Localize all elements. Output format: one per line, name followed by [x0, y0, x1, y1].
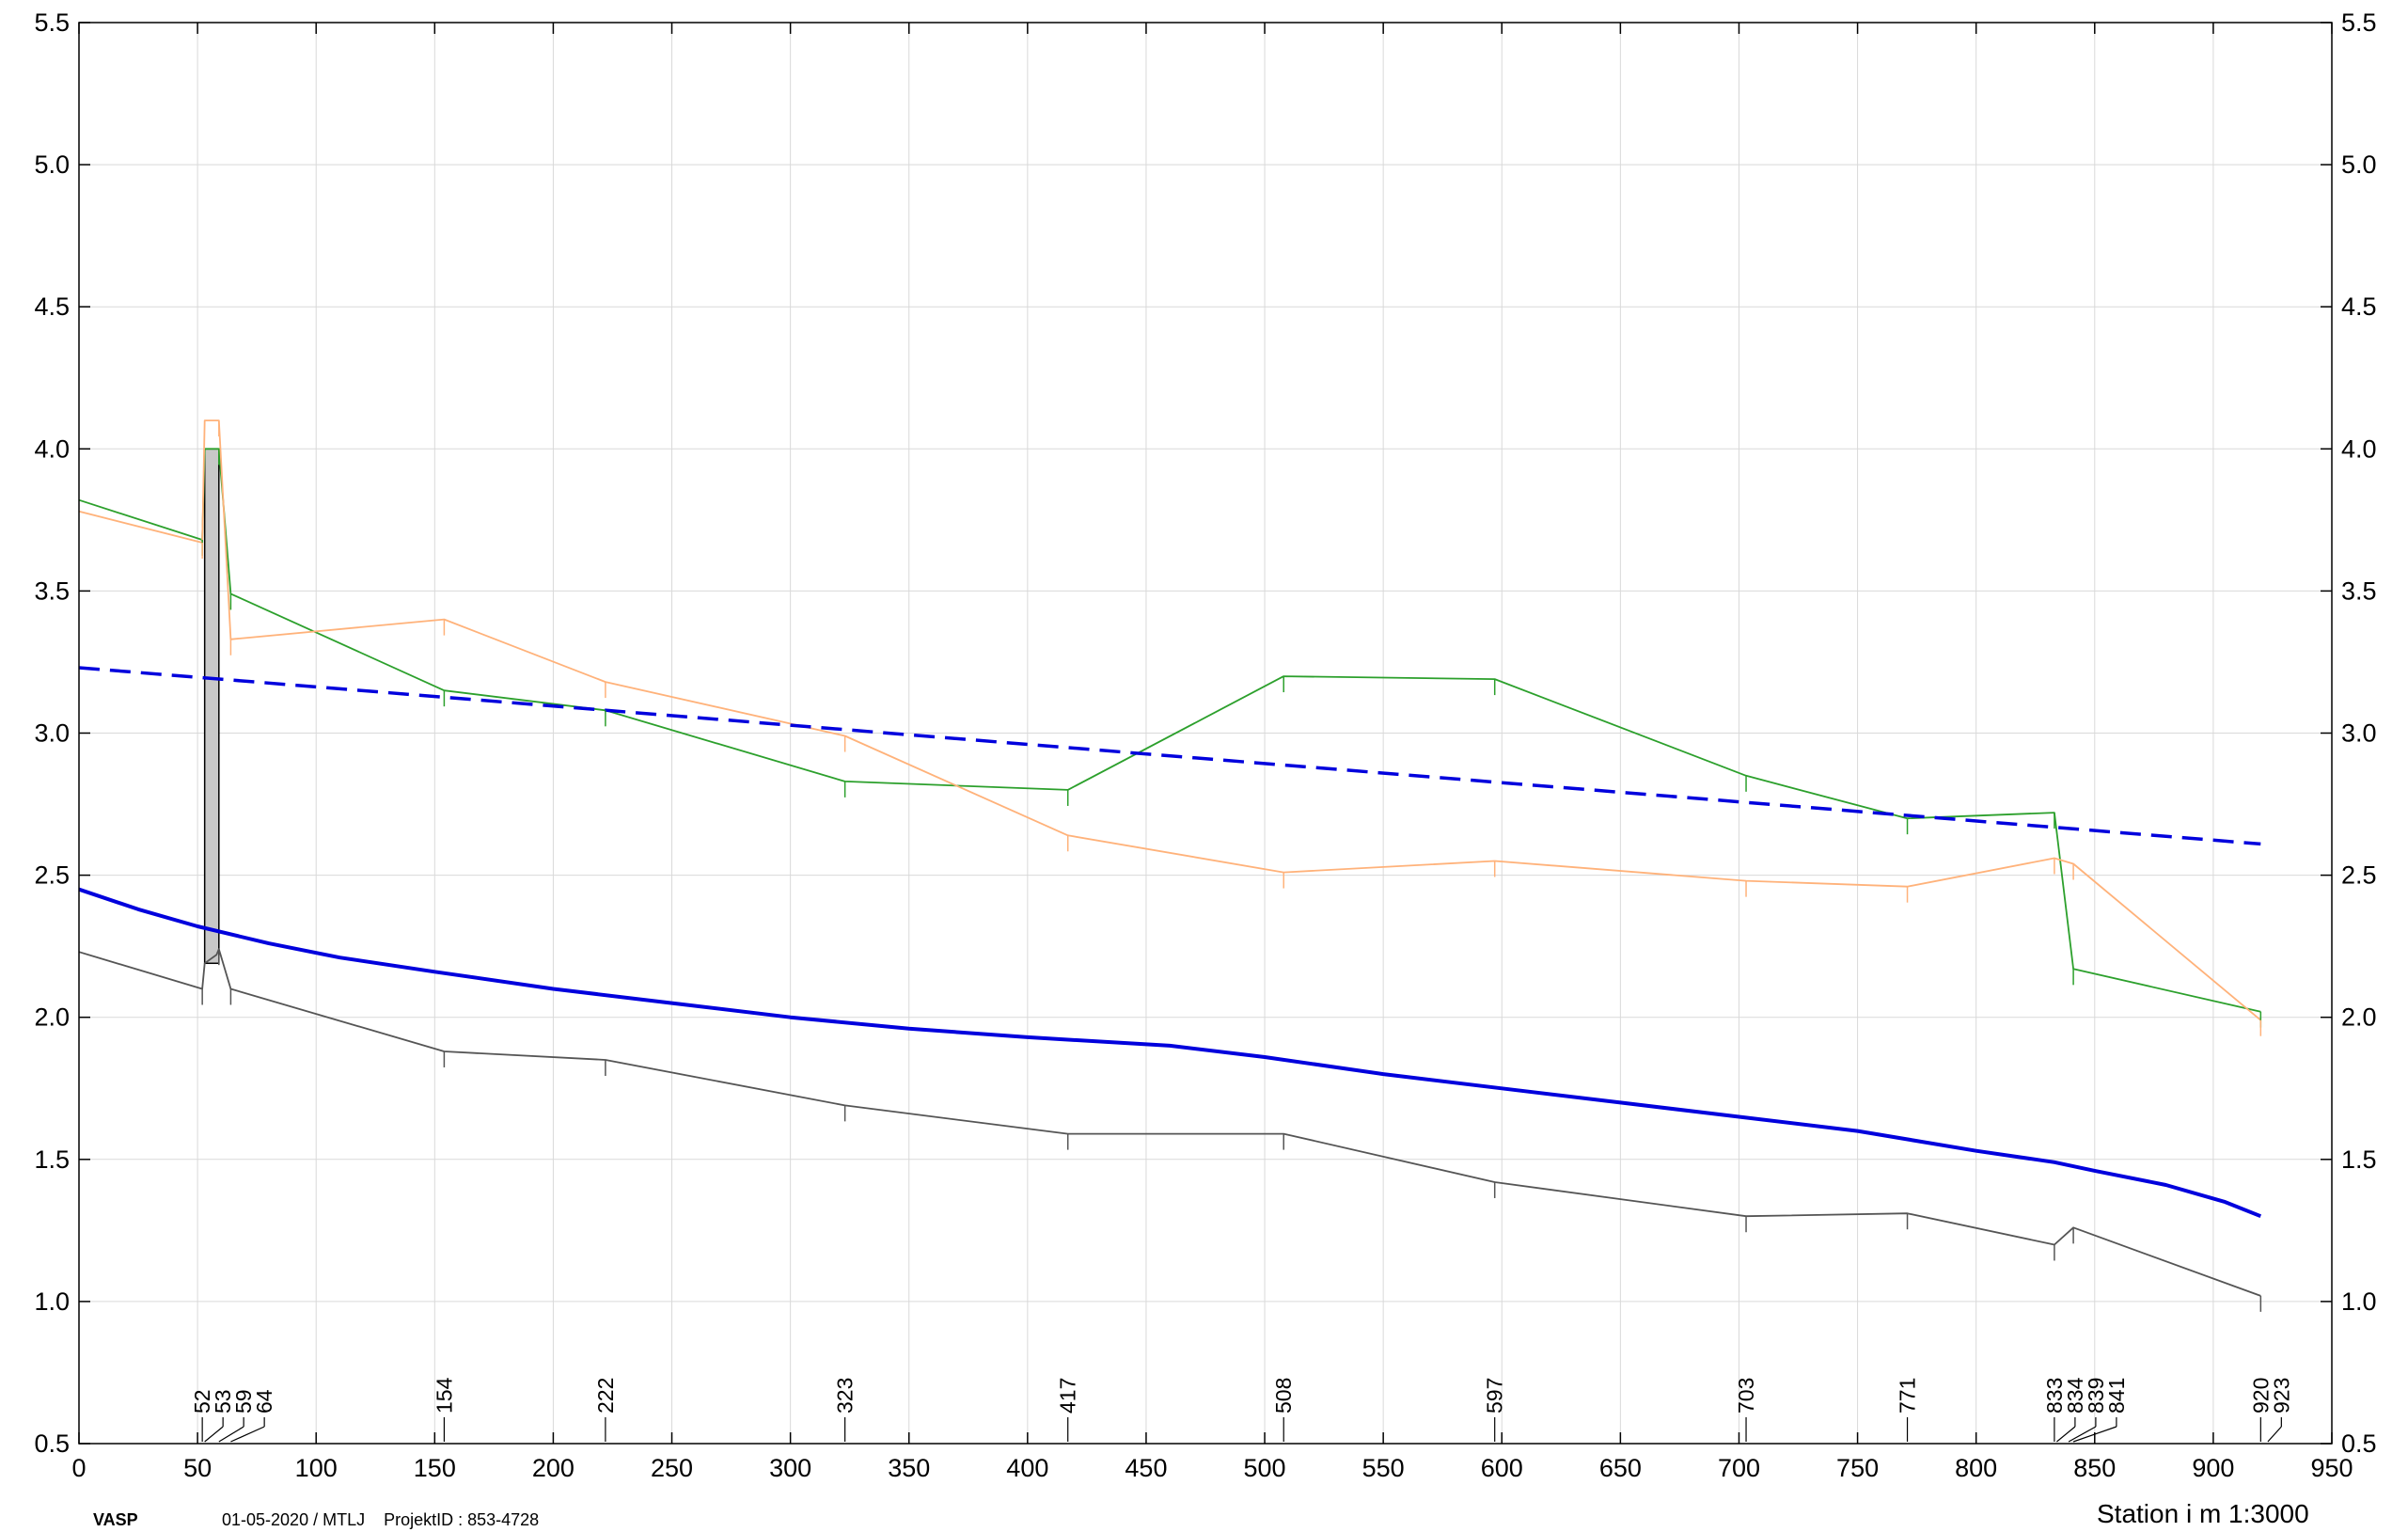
- x-tick-label: 50: [183, 1454, 212, 1482]
- y-tick-label: 0.5: [34, 1429, 70, 1458]
- station-label: 417: [1056, 1378, 1080, 1414]
- x-tick-label: 250: [651, 1454, 693, 1482]
- y-tick-label: 1.0: [2341, 1287, 2377, 1316]
- grid-lines: [78, 22, 2333, 1445]
- x-tick-label: 650: [1599, 1454, 1642, 1482]
- series-line: [78, 419, 2261, 1021]
- station-label: 59: [231, 1389, 256, 1414]
- station-label: 53: [211, 1389, 235, 1414]
- y-tick-label: 4.0: [34, 434, 70, 463]
- station-label: 597: [1483, 1378, 1507, 1414]
- series-line: [78, 448, 2261, 1013]
- x-tick-label: 550: [1362, 1454, 1405, 1482]
- station-leader: [218, 1426, 244, 1443]
- x-tick-label: 950: [2310, 1454, 2353, 1482]
- station-label: 923: [2269, 1378, 2293, 1414]
- y-axis-left: 0.5 1.0 1.5 2.0 2.5 3.0 3.5 4.0 4.5 5.0 5.5: [34, 8, 90, 1458]
- station-label: 839: [2084, 1378, 2108, 1414]
- x-tick-label: 400: [1006, 1454, 1048, 1482]
- x-tick-label: 200: [532, 1454, 574, 1482]
- x-tick-label: 450: [1125, 1454, 1167, 1482]
- station-label: 222: [593, 1378, 618, 1414]
- x-tick-label: 500: [1244, 1454, 1286, 1482]
- y-tick-label: 4.5: [34, 292, 70, 321]
- station-leader: [2056, 1426, 2076, 1443]
- station-leader: [230, 1426, 265, 1443]
- station-leader: [2267, 1426, 2282, 1443]
- y-tick-label: 5.5: [34, 8, 70, 37]
- station-label: 703: [1734, 1378, 1758, 1414]
- x-tick-label: 900: [2192, 1454, 2234, 1482]
- y-tick-label: 3.5: [34, 576, 70, 605]
- station-leader: [2068, 1426, 2097, 1443]
- x-tick-label: 750: [1836, 1454, 1879, 1482]
- station-label: 833: [2042, 1378, 2067, 1414]
- x-tick-label: 600: [1481, 1454, 1523, 1482]
- station-markers: [201, 420, 2262, 1312]
- series-line: [78, 887, 2262, 1219]
- y-tick-label: 1.0: [34, 1287, 70, 1316]
- series-lines: [78, 419, 2262, 1297]
- x-tick-label: 350: [888, 1454, 930, 1482]
- y-axis-right: 0.5 1.0 1.5 2.0 2.5 3.0 3.5 4.0 4.5 5.0 5.5: [2321, 8, 2377, 1458]
- y-tick-label: 5.0: [34, 150, 70, 179]
- y-tick-label: 2.5: [2341, 861, 2377, 890]
- station-label: 834: [2063, 1377, 2087, 1414]
- y-tick-label: 3.0: [34, 719, 70, 748]
- x-tick-label: 0: [71, 1454, 86, 1482]
- x-axis-label: Station i m 1:3000: [2097, 1499, 2309, 1528]
- station-label: 64: [252, 1389, 276, 1414]
- station-label: 52: [190, 1389, 214, 1414]
- station-label: 841: [2104, 1378, 2129, 1414]
- y-tick-label: 5.0: [2341, 150, 2377, 179]
- manhole-shaft: [203, 448, 220, 965]
- y-tick-label: 3.5: [2341, 576, 2377, 605]
- y-tick-label: 4.5: [2341, 292, 2377, 321]
- series-line: [78, 948, 2261, 1297]
- y-tick-label: 2.0: [34, 1003, 70, 1032]
- x-tick-label: 800: [1955, 1454, 1997, 1482]
- station-label: 771: [1896, 1378, 1920, 1414]
- x-tick-label: 850: [2073, 1454, 2116, 1482]
- station-label: 920: [2248, 1378, 2273, 1414]
- x-tick-label: 100: [295, 1454, 338, 1482]
- series-line: [78, 666, 2261, 846]
- y-tick-label: 2.0: [2341, 1003, 2377, 1032]
- x-tick-label: 300: [769, 1454, 811, 1482]
- shaft-rect: [203, 448, 220, 965]
- x-tick-label: 700: [1718, 1454, 1760, 1482]
- footer-brand: VASP: [93, 1510, 138, 1529]
- y-tick-label: 4.0: [2341, 434, 2377, 463]
- y-tick-label: 3.0: [2341, 719, 2377, 748]
- x-axis: 0 50 100 150 200 250 300 350 400 450 500 550 600 650 7…: [71, 23, 2353, 1482]
- station-label: 508: [1271, 1378, 1296, 1414]
- y-tick-label: 1.5: [34, 1145, 70, 1174]
- station-leader: [2072, 1426, 2117, 1443]
- footer-info: 01-05-2020 / MTLJ ProjektID : 853-4728: [222, 1510, 540, 1529]
- y-tick-label: 1.5: [2341, 1145, 2377, 1174]
- station-label: 154: [432, 1377, 456, 1414]
- y-tick-label: 5.5: [2341, 8, 2377, 37]
- station-leader: [204, 1426, 224, 1443]
- y-tick-label: 0.5: [2341, 1429, 2377, 1458]
- x-tick-label: 150: [414, 1454, 456, 1482]
- y-tick-label: 2.5: [34, 861, 70, 890]
- station-label: 323: [833, 1378, 858, 1414]
